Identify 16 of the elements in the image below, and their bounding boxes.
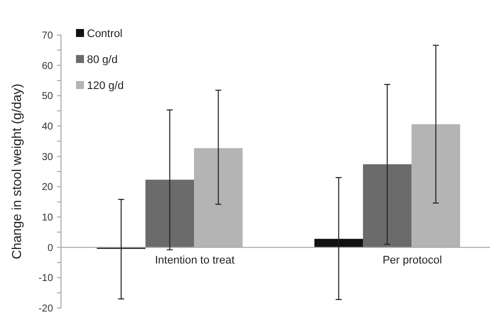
y-axis-title: Change in stool weight (g/day) [9, 84, 24, 260]
y-tick-label: 70 [42, 30, 54, 42]
legend-label: Control [87, 28, 122, 40]
legend-label: 80 g/d [87, 54, 118, 66]
y-tick-label: 30 [42, 152, 54, 163]
x-tick-label: Per protocol [382, 254, 442, 266]
x-tick-label: Intention to treat [155, 254, 234, 266]
y-tick-label: 10 [42, 212, 54, 224]
y-tick-label: 40 [42, 122, 54, 132]
y-tick-label: -10 [38, 273, 54, 284]
y-tick-label: -20 [38, 304, 54, 314]
legend-label: 120 g/d [87, 80, 124, 92]
y-tick-label: 50 [42, 91, 54, 102]
y-tick-label: 20 [42, 182, 54, 194]
y-tick-label: 0 [47, 242, 54, 254]
y-tick-label: 60 [42, 60, 54, 72]
